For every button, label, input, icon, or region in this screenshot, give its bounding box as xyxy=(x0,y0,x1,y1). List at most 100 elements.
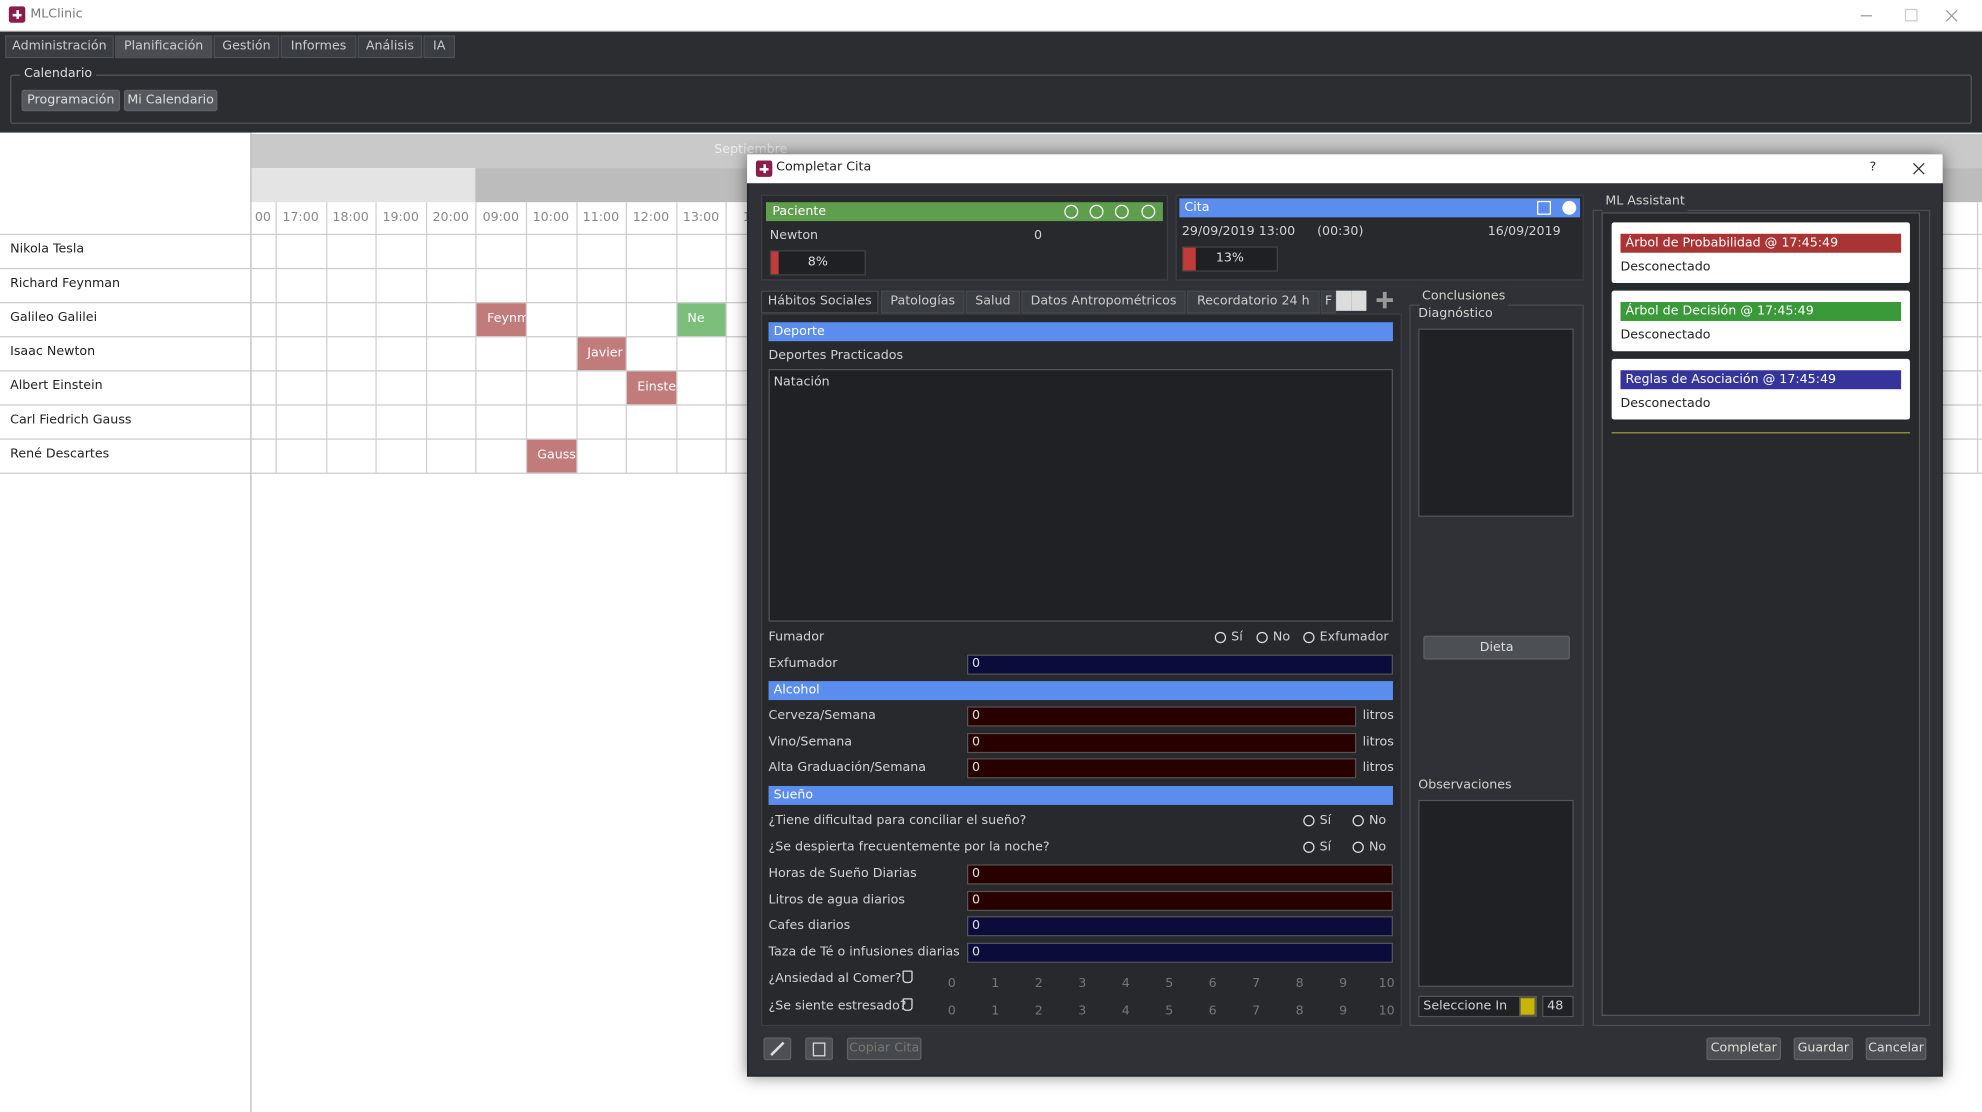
menu-item[interactable]: Informes xyxy=(280,35,357,59)
tab[interactable]: Patologías xyxy=(881,290,965,314)
slider-tick: 9 xyxy=(1339,976,1348,991)
field-label: Alta Graduación/Semana xyxy=(768,761,927,776)
section-header xyxy=(768,785,1393,805)
ribbon-group xyxy=(10,74,1972,124)
tab[interactable]: Recordatorio 24 h xyxy=(1186,290,1320,314)
radio-button[interactable] xyxy=(1303,815,1315,827)
card-header: Árbol de Decisión @ 17:45:49 xyxy=(1620,302,1902,321)
text-field[interactable]: 0 xyxy=(966,942,1393,964)
diet-button[interactable]: Dieta xyxy=(1423,635,1570,660)
save-button[interactable]: Guardar xyxy=(1793,1037,1854,1061)
delete-button[interactable] xyxy=(805,1037,833,1061)
appointment-action[interactable] xyxy=(1537,200,1551,215)
number-field[interactable]: 48 xyxy=(1542,995,1574,1018)
section-header-label: Alcohol xyxy=(773,683,820,698)
text-field[interactable]: 0 xyxy=(966,732,1357,753)
slider-tick: 7 xyxy=(1252,976,1261,991)
text-area[interactable] xyxy=(1418,799,1574,987)
tab[interactable]: F xyxy=(1320,290,1337,314)
radio-button[interactable] xyxy=(1256,631,1268,644)
person-name: Richard Feynman xyxy=(10,276,121,291)
icon-bar xyxy=(762,164,766,174)
event[interactable]: Gauss xyxy=(527,439,576,473)
tab-scroll-left[interactable] xyxy=(1336,290,1352,311)
patient-header-label: Paciente xyxy=(772,204,827,219)
menu-item[interactable]: Análisis xyxy=(357,35,423,59)
field-label: ¿Ansiedad al Comer? xyxy=(768,971,902,986)
field-label: Deportes Practicados xyxy=(768,348,904,363)
radio-button[interactable] xyxy=(1303,841,1315,853)
field-label: ¿Se siente estresado? xyxy=(768,998,907,1013)
title-bar xyxy=(0,0,1982,32)
assistant-card xyxy=(1611,358,1910,420)
event[interactable]: Einste xyxy=(627,371,676,405)
event[interactable]: Feynm xyxy=(477,303,526,337)
slider-tick: 3 xyxy=(1078,976,1087,991)
text-area xyxy=(768,368,1393,622)
radio-button[interactable] xyxy=(1214,631,1227,644)
radio-button[interactable] xyxy=(1303,631,1315,644)
add-tab[interactable] xyxy=(1382,291,1387,309)
calendar-day-band xyxy=(250,168,476,203)
event[interactable]: Ne xyxy=(677,303,727,337)
radio-button[interactable] xyxy=(1352,815,1364,827)
field-label: ¿Se despierta frecuentemente por la noch… xyxy=(768,840,1050,855)
progress-bar xyxy=(769,250,866,276)
ribbon-button[interactable]: Programación xyxy=(21,89,121,112)
tab[interactable]: Salud xyxy=(965,290,1021,314)
menu-item[interactable]: Gestión xyxy=(213,35,280,59)
person-name: Albert Einstein xyxy=(10,379,103,393)
copy-button[interactable]: Copiar Cita xyxy=(846,1037,922,1061)
menu-item[interactable]: Administración xyxy=(5,35,114,59)
hour-label: 17:00 xyxy=(282,211,319,225)
radio-button[interactable] xyxy=(1352,841,1364,853)
maximize-button[interactable] xyxy=(1904,8,1918,22)
tab-scroll-right[interactable] xyxy=(1351,290,1367,311)
hour-label: 10:00 xyxy=(532,211,570,225)
text-field[interactable]: 0 xyxy=(966,654,1393,675)
section-header xyxy=(768,681,1393,701)
text-field[interactable]: 0 xyxy=(966,758,1357,779)
patient-action[interactable] xyxy=(1141,204,1156,219)
appointment-action[interactable] xyxy=(1562,200,1577,215)
slider-tick: 6 xyxy=(1208,1003,1217,1018)
patient-action[interactable] xyxy=(1089,204,1104,219)
text-field[interactable]: 0 xyxy=(966,890,1393,911)
slider-tick: 8 xyxy=(1295,976,1304,991)
radio-label: No xyxy=(1368,813,1387,828)
progress-label: 8% xyxy=(807,255,828,270)
person-name: René Descartes xyxy=(10,447,110,462)
text-area[interactable] xyxy=(1418,328,1574,517)
slider-tick: 6 xyxy=(1208,976,1217,991)
slider-handle[interactable] xyxy=(902,970,913,984)
menu-item[interactable]: Planificación xyxy=(115,35,213,59)
text-field[interactable]: 0 xyxy=(966,706,1357,727)
slider-tick: 2 xyxy=(1034,1003,1043,1018)
slider-handle[interactable] xyxy=(902,997,913,1011)
section-header-label: Sueño xyxy=(773,788,814,803)
combo-arrow[interactable] xyxy=(1519,997,1536,1016)
radio-label: Sí xyxy=(1231,630,1243,645)
text-field[interactable]: 0 xyxy=(966,916,1393,937)
slider-tick: 4 xyxy=(1121,1003,1130,1018)
slider-tick: 5 xyxy=(1165,1003,1174,1018)
tab[interactable]: Datos Antropométricos xyxy=(1021,290,1186,314)
person-name: Galileo Galilei xyxy=(10,310,98,325)
patient-action[interactable] xyxy=(1114,204,1129,219)
hour-label: 18:00 xyxy=(332,211,369,225)
slider-tick: 3 xyxy=(1078,1003,1087,1018)
text-field[interactable]: 0 xyxy=(966,864,1393,885)
help-button[interactable]: ? xyxy=(1869,160,1877,175)
ribbon-button[interactable]: Mi Calendario xyxy=(123,89,218,112)
patient-action[interactable] xyxy=(1064,204,1079,219)
cancel-button[interactable]: Cancelar xyxy=(1865,1037,1927,1061)
tab[interactable]: Hábitos Sociales xyxy=(760,290,879,314)
event[interactable]: Javier xyxy=(577,337,626,371)
minimize-button[interactable] xyxy=(1860,15,1873,17)
menu-item[interactable]: IA xyxy=(423,35,456,59)
field-label: Exfumador xyxy=(768,657,838,671)
slider-tick: 2 xyxy=(1034,976,1043,991)
hour-label: 00 xyxy=(254,211,271,225)
combo-box[interactable]: Seleccione In xyxy=(1418,995,1538,1018)
complete-button[interactable]: Completar xyxy=(1706,1037,1782,1061)
